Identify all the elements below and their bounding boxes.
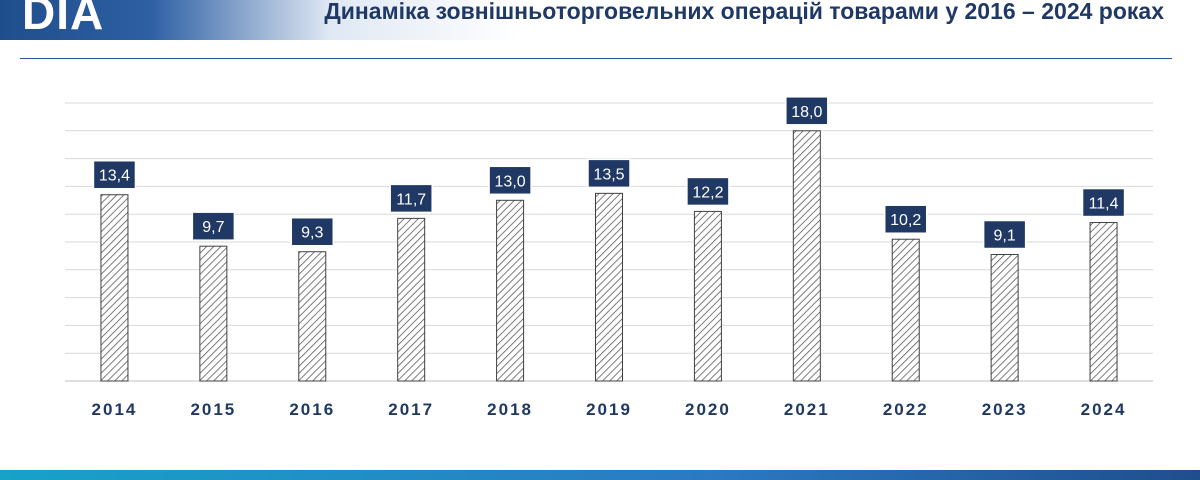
x-tick-label: 2015 [190,400,236,419]
value-label: 11,4 [1089,196,1119,213]
value-label-box [488,165,532,196]
x-tick-label: 2022 [883,400,929,419]
bar-2017 [397,217,426,382]
bar-2014 [100,194,129,382]
header-band [0,0,1200,40]
value-labels: 13,4 9,7 9,3 11,7 13,0 13,5 12,2 18,0 10,2 9,1 11,… [92,96,1126,250]
value-label: 13,0 [495,173,526,190]
x-tick-label: 2023 [982,400,1028,419]
value-label-box [191,211,236,241]
value-label-box [1081,187,1126,218]
value-label-box [389,183,433,214]
x-tick-label: 2021 [784,400,830,419]
value-label-box [92,159,137,190]
value-label: 13,5 [593,166,624,183]
bar-2018 [496,199,525,382]
x-axis-labels: 2014 2015 2016 2017 2018 2019 2020 2021 2022 2023… [92,400,1127,419]
value-label-box [290,216,335,247]
value-label: 9,7 [202,219,224,236]
bar-2021 [792,130,821,382]
value-label: 12,2 [692,184,723,201]
x-tick-label: 2019 [586,400,632,419]
x-tick-label: 2014 [92,400,138,419]
value-label-box [785,96,829,126]
value-label: 11,7 [396,191,426,208]
value-label-box [982,219,1027,250]
value-label-box [686,176,730,207]
value-label: 18,0 [791,104,822,121]
bar-2022 [891,238,920,382]
value-label-box [587,158,631,189]
bar-2015 [199,245,228,382]
bars [100,130,1118,382]
bar-2016 [298,251,327,382]
x-tick-label: 2016 [289,400,335,419]
x-tick-label: 2020 [685,400,731,419]
bar-2023 [990,254,1019,382]
bar-2020 [693,210,722,382]
bar-2019 [595,192,623,382]
value-label: 13,4 [99,168,130,185]
x-tick-label: 2018 [487,400,533,419]
bar-2024 [1089,222,1118,382]
value-label: 9,3 [301,225,323,242]
footer-band [0,470,1200,480]
chart-title: Динаміка зовнішньоторговельних операцій … [324,0,1164,24]
x-tick-label: 2017 [388,400,434,419]
dia-logo: DIA [22,0,105,39]
value-label: 10,2 [890,212,921,229]
title-divider [20,58,1172,59]
value-label: 9,1 [994,228,1016,245]
x-tick-label: 2024 [1081,400,1127,419]
value-label-box [883,204,928,234]
